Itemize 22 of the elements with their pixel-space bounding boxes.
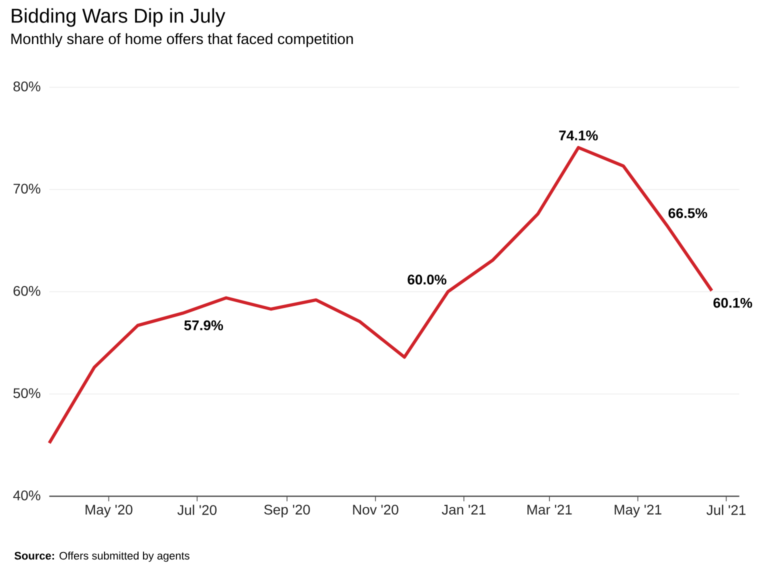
chart-subtitle: Monthly share of home offers that faced competition — [11, 33, 353, 48]
y-tick-label: 60% — [14, 286, 40, 296]
x-tick-label: Mar '21 — [528, 504, 572, 515]
data-label: 60.1% — [713, 298, 752, 308]
x-tick-label: May '20 — [86, 504, 132, 518]
y-tick-label: 40% — [13, 490, 40, 500]
x-tick-label: Sep '20 — [264, 504, 310, 518]
x-tick-label: May '21 — [614, 504, 662, 518]
data-label: 66.5% — [668, 208, 708, 218]
text: Source: Offers submitted by agents — [14, 552, 190, 562]
x-tick-label: Jul '21 — [706, 504, 746, 515]
y-tick-label: 50% — [13, 388, 40, 398]
data-label: 74.1% — [559, 130, 598, 140]
line-series — [48, 146, 714, 445]
y-tick-label: 70% — [14, 184, 40, 194]
data-label: 57.9% — [184, 320, 224, 330]
x-tick-label: Jul '20 — [177, 504, 217, 515]
x-tick-label: Nov '20 — [353, 504, 398, 515]
chart-title: Bidding Wars Dip in July — [12, 8, 226, 27]
data-label: 60.0% — [408, 274, 446, 285]
x-tick-label: Jan '21 — [442, 504, 486, 515]
y-tick-label: 80% — [13, 81, 40, 92]
